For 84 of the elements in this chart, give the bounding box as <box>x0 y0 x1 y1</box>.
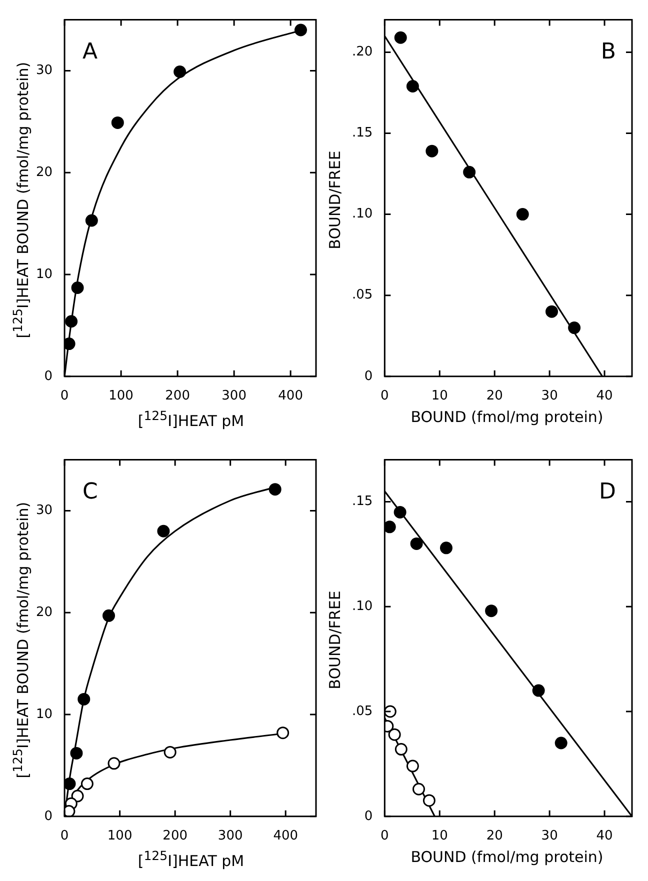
y-tick-label: 20 <box>36 165 53 180</box>
point <box>412 782 425 796</box>
point <box>440 542 452 554</box>
point <box>384 520 396 534</box>
point <box>111 116 124 129</box>
x-tick-label: 0 <box>380 828 389 844</box>
point <box>554 736 568 750</box>
annotation: A <box>82 40 98 65</box>
point <box>174 66 186 78</box>
y-tick-label: .05 <box>352 288 373 303</box>
x-axis-title: [$^{125}$I]HEAT pM <box>136 848 246 870</box>
point <box>388 728 401 741</box>
x-axis-title: BOUND (fmol/mg protein) <box>410 408 604 426</box>
point <box>406 760 419 772</box>
point <box>70 746 83 760</box>
x-tick-label: 30 <box>541 388 558 404</box>
y-tick-label: 0 <box>44 808 53 824</box>
x-tick-label: 20 <box>486 828 503 844</box>
point <box>410 537 423 550</box>
y-tick-label: .10 <box>352 206 373 222</box>
y-tick-label: 0 <box>364 368 373 384</box>
point <box>532 684 545 697</box>
point <box>71 790 84 802</box>
x-tick-label: 40 <box>596 388 613 404</box>
y-tick-label: 10 <box>36 706 53 722</box>
point <box>85 214 98 227</box>
y-tick-label: .10 <box>352 599 373 614</box>
y-tick-label: 0 <box>364 808 373 824</box>
point <box>108 757 120 770</box>
x-axis-title: [$^{125}$I]HEAT pM <box>136 408 246 430</box>
y-tick-label: .05 <box>352 704 373 719</box>
point <box>71 282 84 294</box>
point <box>546 305 558 318</box>
point <box>394 506 406 518</box>
x-tick-label: 40 <box>596 828 613 844</box>
x-axis-title: BOUND (fmol/mg protein) <box>410 848 604 866</box>
point <box>80 778 94 790</box>
x-tick-label: 100 <box>107 828 132 844</box>
x-tick-label: 10 <box>431 388 448 404</box>
point <box>516 208 529 221</box>
point <box>276 726 290 740</box>
point <box>268 483 282 496</box>
y-tick-label: 10 <box>36 266 53 282</box>
x-tick-label: 400 <box>273 828 298 844</box>
x-tick-label: 20 <box>486 388 503 404</box>
y-tick-label: 30 <box>36 503 53 518</box>
y-axis-title: BOUND/FREE <box>326 590 345 692</box>
point <box>65 315 78 328</box>
x-tick-label: 100 <box>108 388 134 404</box>
point <box>294 24 307 36</box>
point <box>485 604 498 618</box>
x-tick-label: 0 <box>60 828 69 844</box>
annotation: B <box>600 40 616 65</box>
point <box>422 794 436 807</box>
point <box>394 31 407 44</box>
x-tick-label: 0 <box>60 388 69 404</box>
point <box>463 166 476 178</box>
x-tick-label: 300 <box>218 828 243 844</box>
point <box>78 692 90 706</box>
point <box>384 705 396 718</box>
point <box>394 743 408 756</box>
point <box>102 609 116 622</box>
x-tick-label: 30 <box>541 828 558 844</box>
y-tick-label: .15 <box>352 126 373 141</box>
x-tick-label: 0 <box>380 388 389 404</box>
y-axis-title: BOUND/FREE <box>326 150 345 252</box>
x-tick-label: 400 <box>278 388 303 404</box>
point <box>406 80 419 93</box>
annotation: C <box>82 480 98 505</box>
y-tick-label: .15 <box>352 494 373 510</box>
y-tick-label: 30 <box>36 63 53 78</box>
annotation: D <box>599 480 616 505</box>
point <box>164 746 176 758</box>
point <box>568 322 581 334</box>
x-tick-label: 200 <box>165 388 190 404</box>
y-tick-label: .20 <box>352 44 373 60</box>
point <box>64 778 76 790</box>
point <box>157 524 170 538</box>
point <box>426 144 438 158</box>
x-tick-label: 10 <box>431 828 448 844</box>
x-tick-label: 200 <box>162 828 188 844</box>
x-tick-label: 300 <box>222 388 246 404</box>
y-tick-label: 0 <box>44 368 53 384</box>
y-tick-label: 20 <box>36 605 53 620</box>
